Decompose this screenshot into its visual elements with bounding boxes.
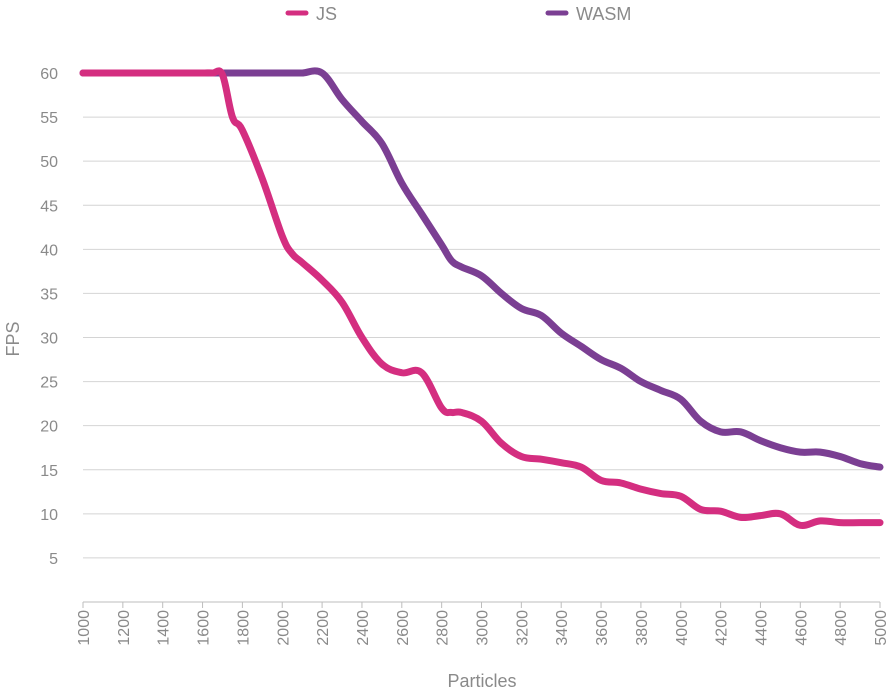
x-tick-label: 4600 (793, 610, 810, 646)
x-tick-label: 2600 (395, 610, 412, 646)
series-lines (79, 67, 884, 529)
x-tick-label: 1000 (76, 610, 93, 646)
legend-label-wasm: WASM (576, 4, 631, 24)
legend: JS WASM (285, 4, 631, 24)
x-tick-label: 1600 (196, 610, 213, 646)
x-tick-label: 1400 (156, 610, 173, 646)
legend-label-js: JS (316, 4, 337, 24)
x-tick-label: 5000 (873, 610, 890, 646)
x-tick-label: 2400 (355, 610, 372, 646)
y-axis-title: FPS (3, 321, 23, 356)
y-tick-label: 5 (49, 551, 58, 568)
x-tick-label: 2000 (275, 610, 292, 646)
x-tick-label: 1800 (235, 610, 252, 646)
x-tick-label: 2800 (435, 610, 452, 646)
series-line-js (79, 67, 884, 529)
x-tick-label: 4400 (753, 610, 770, 646)
y-tick-label: 35 (40, 286, 58, 303)
y-tick-label: 55 (40, 110, 58, 127)
x-tick-label: 2200 (315, 610, 332, 646)
x-tick-label: 3600 (594, 610, 611, 646)
y-tick-label: 40 (40, 242, 58, 259)
x-tick-label: 3000 (475, 610, 492, 646)
y-tick-label: 50 (40, 154, 58, 171)
y-tick-label: 30 (40, 331, 58, 348)
y-tick-label: 25 (40, 375, 58, 392)
x-tick-label: 3800 (634, 610, 651, 646)
series-line-wasm (79, 67, 884, 471)
y-tick-label: 15 (40, 463, 58, 480)
y-tick-label: 60 (40, 66, 58, 83)
x-tick-label: 1200 (116, 610, 133, 646)
x-tick-label: 4000 (674, 610, 691, 646)
y-tick-label: 10 (40, 507, 58, 524)
y-tick-label: 20 (40, 419, 58, 436)
x-tick-label: 3400 (554, 610, 571, 646)
x-axis-title: Particles (447, 671, 516, 691)
gridlines (83, 72, 880, 603)
x-tick-label: 4800 (833, 610, 850, 646)
y-tick-label: 45 (40, 198, 58, 215)
y-axis-ticks: 5 10 15 20 25 30 35 40 45 50 55 60 (40, 66, 58, 568)
x-tick-label: 4200 (714, 610, 731, 646)
x-tick-label: 3200 (514, 610, 531, 646)
x-axis-ticks: 1000 1200 1400 1600 1800 2000 2200 2400 2600 2800… (76, 602, 890, 646)
